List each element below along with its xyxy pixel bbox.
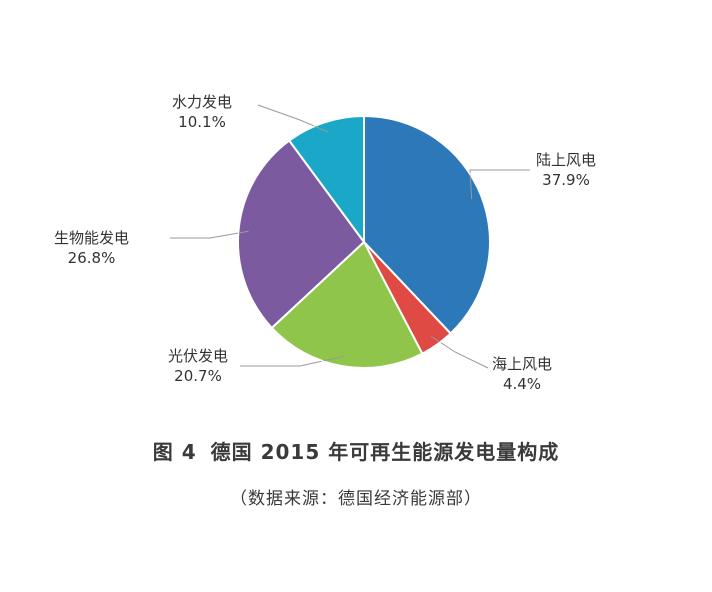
leader-line bbox=[469, 169, 530, 200]
figure-source: （数据来源：德国经济能源部） bbox=[230, 489, 482, 509]
figure-number: 图 4 bbox=[152, 440, 197, 464]
leader-line bbox=[240, 355, 345, 367]
slice-label-name: 陆上风电 bbox=[536, 151, 597, 169]
slice-label: 海上风电 4.4% bbox=[492, 354, 552, 394]
pie-outline bbox=[237, 115, 491, 369]
slice-label: 光伏发电 20.7% bbox=[168, 346, 228, 386]
slice-label: 水力发电 10.1% bbox=[172, 92, 232, 132]
figure-caption: 图 4 德国 2015 年可再生能源发电量构成 bbox=[0, 436, 712, 465]
slice-label-percent: 26.8% bbox=[67, 249, 116, 267]
leader-line bbox=[431, 335, 489, 369]
slice-label-name: 水力发电 bbox=[172, 93, 233, 111]
slice-label-percent: 20.7% bbox=[174, 367, 222, 385]
slice-label-name: 光伏发电 bbox=[168, 347, 229, 365]
slice-label-percent: 37.9% bbox=[542, 171, 590, 189]
slice-label-name: 海上风电 bbox=[492, 355, 553, 373]
leader-line bbox=[170, 230, 249, 239]
slice-label-percent: 10.1% bbox=[178, 113, 226, 131]
slice-label-percent: 4.4% bbox=[502, 375, 542, 393]
slice-label: 陆上风电 37.9% bbox=[536, 150, 596, 190]
leader-line bbox=[257, 104, 328, 133]
slice-label-name: 生物能发电 bbox=[54, 229, 130, 247]
slice-label: 生物能发电 26.8% bbox=[54, 228, 129, 268]
figure-title: 德国 2015 年可再生能源发电量构成 bbox=[210, 440, 560, 464]
